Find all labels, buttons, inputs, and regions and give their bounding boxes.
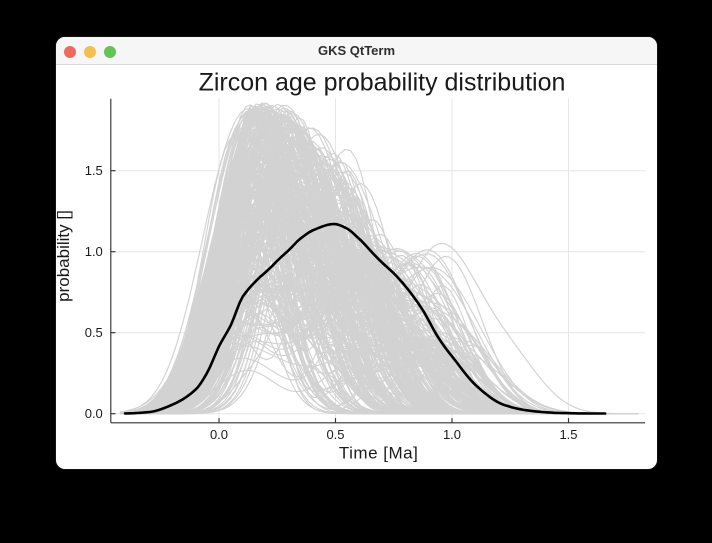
svg-text:0.5: 0.5 [85, 325, 103, 340]
svg-text:0.5: 0.5 [326, 427, 344, 442]
svg-text:Time [Ma]: Time [Ma] [339, 444, 418, 463]
svg-text:1.0: 1.0 [443, 427, 461, 442]
svg-text:0.0: 0.0 [85, 406, 103, 421]
svg-text:1.5: 1.5 [559, 427, 577, 442]
svg-text:Zircon age probability distrib: Zircon age probability distribution [199, 69, 566, 97]
svg-text:1.0: 1.0 [85, 244, 103, 259]
svg-text:probability []: probability [] [54, 210, 73, 302]
svg-text:1.5: 1.5 [85, 163, 103, 178]
svg-text:0.0: 0.0 [210, 427, 228, 442]
